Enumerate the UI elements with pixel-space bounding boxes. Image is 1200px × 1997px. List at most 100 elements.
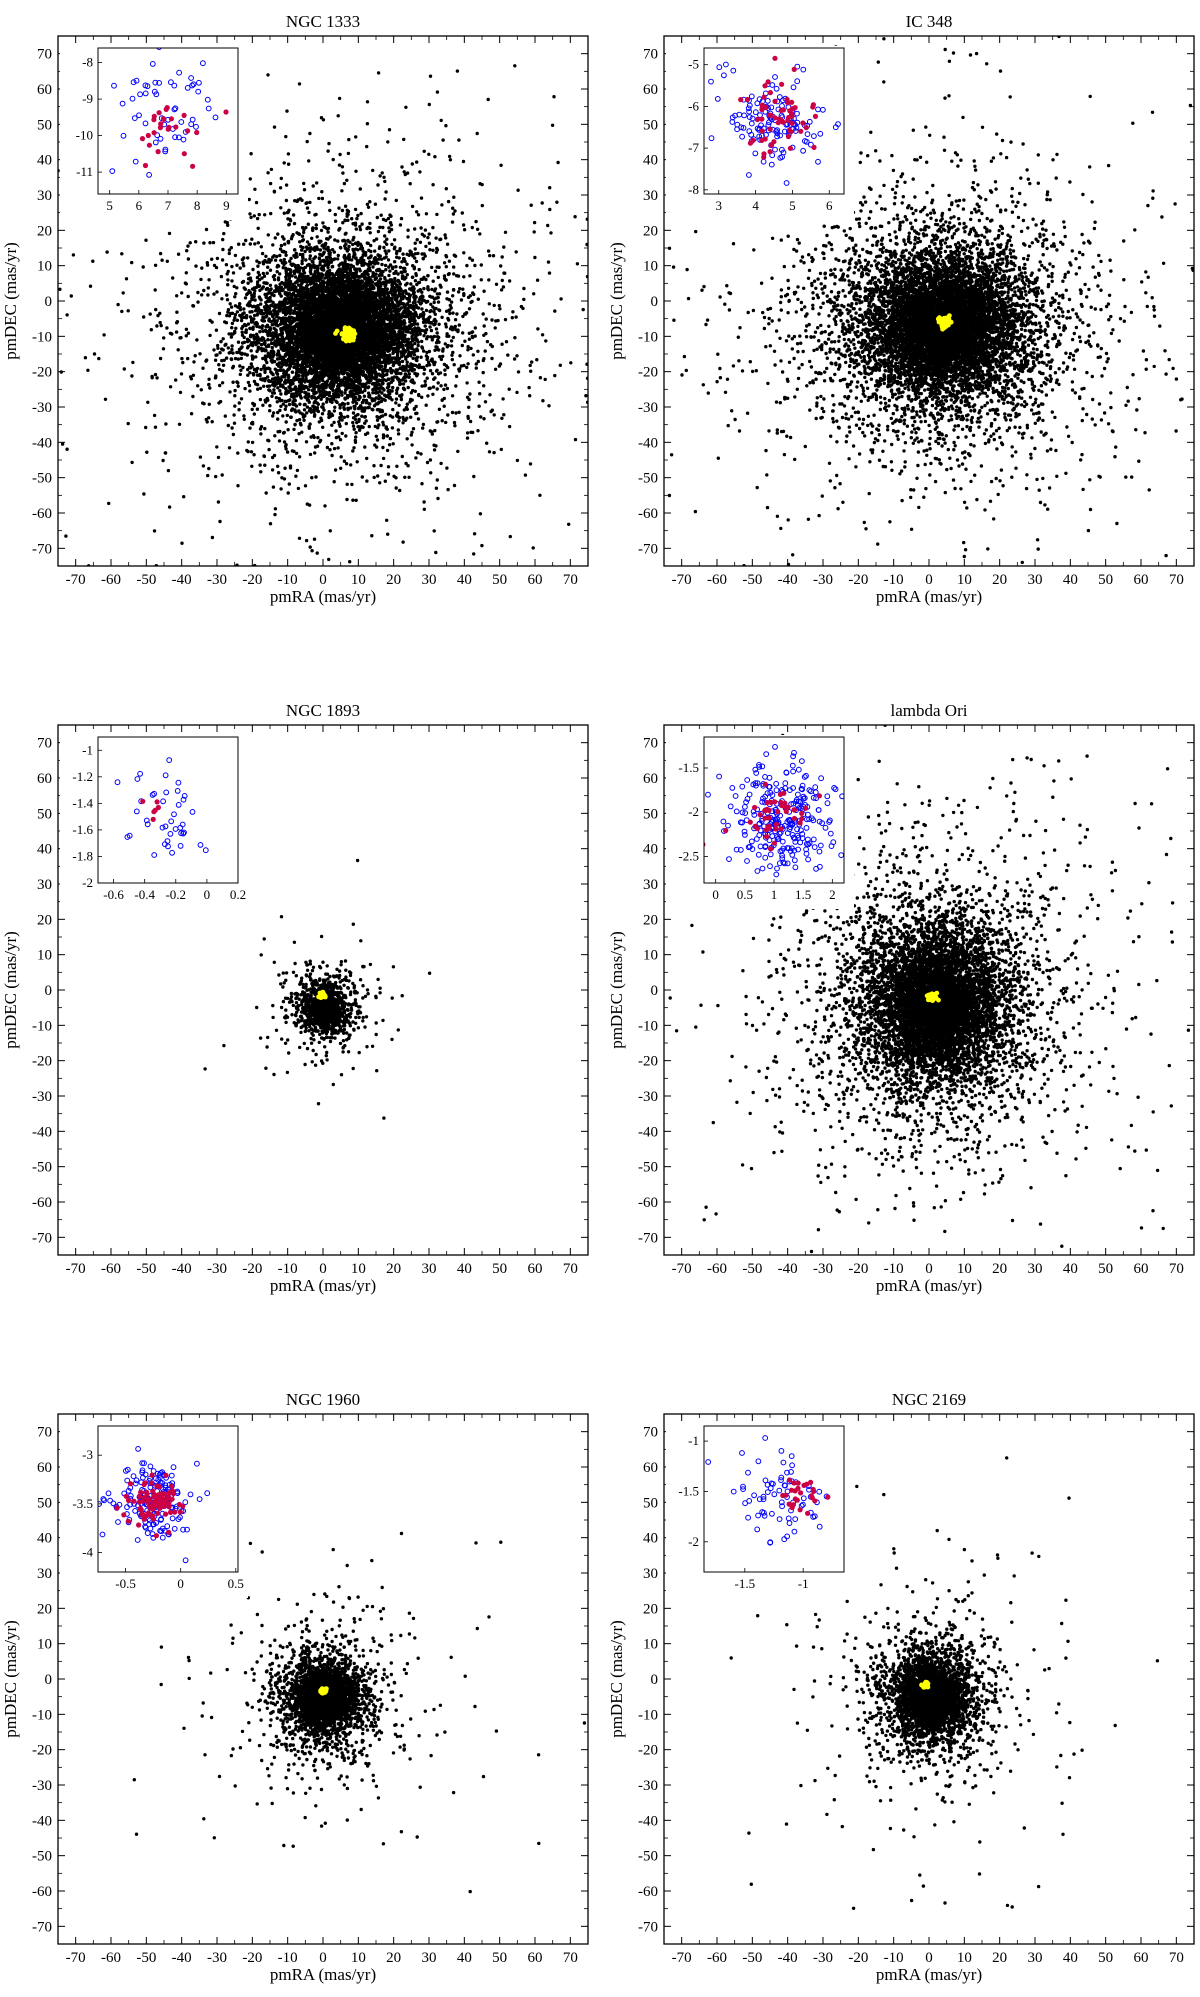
field-star-point xyxy=(294,438,299,443)
field-star-point xyxy=(285,450,290,454)
field-star-point xyxy=(443,233,447,237)
field-star-point xyxy=(383,240,387,244)
field-star-point xyxy=(337,163,342,167)
field-star-point xyxy=(431,183,435,187)
field-star-point xyxy=(486,249,491,253)
field-star-point xyxy=(264,491,268,495)
field-star-point xyxy=(249,450,254,454)
field-star-point xyxy=(244,323,248,328)
field-star-point xyxy=(320,190,324,194)
field-star-point xyxy=(435,90,440,94)
field-star-point xyxy=(410,204,415,209)
field-star-point xyxy=(153,288,157,292)
field-star-point xyxy=(455,312,459,316)
field-star-point xyxy=(275,372,280,376)
field-star-point xyxy=(318,248,323,252)
field-star-point xyxy=(279,487,283,491)
field-star-point xyxy=(194,264,198,268)
field-star-point xyxy=(456,290,461,294)
field-star-point xyxy=(251,267,255,272)
field-star-point xyxy=(230,321,235,326)
field-star-point xyxy=(186,257,191,261)
field-star-point xyxy=(248,371,252,375)
field-star-point xyxy=(393,260,397,264)
field-star-point xyxy=(258,330,262,334)
field-star-point xyxy=(275,270,279,274)
field-star-point xyxy=(261,271,265,276)
field-star-point xyxy=(179,336,183,340)
field-star-point xyxy=(219,274,224,279)
field-star-point xyxy=(269,211,273,216)
field-star-point xyxy=(271,255,275,259)
field-star-point xyxy=(214,474,218,479)
field-star-point xyxy=(356,290,360,294)
field-star-point xyxy=(467,405,471,409)
field-star-point xyxy=(226,278,230,282)
field-star-point xyxy=(258,373,262,378)
field-star-point xyxy=(338,245,343,250)
field-star-point xyxy=(152,413,157,418)
field-star-point xyxy=(433,312,437,316)
field-star-point xyxy=(295,418,299,423)
field-star-point xyxy=(174,330,179,334)
field-star-point xyxy=(376,261,380,265)
field-star-point xyxy=(479,415,483,419)
field-star-point xyxy=(273,236,277,240)
field-star-point xyxy=(368,260,372,264)
field-star-point xyxy=(351,247,355,252)
field-star-point xyxy=(450,353,454,357)
field-star-point xyxy=(418,170,422,174)
field-star-point xyxy=(425,357,429,362)
field-star-point xyxy=(279,243,284,248)
field-star-point xyxy=(229,246,233,250)
field-star-point xyxy=(455,69,460,73)
field-star-point xyxy=(405,437,409,441)
field-star-point xyxy=(389,369,393,374)
field-star-point xyxy=(516,188,520,192)
field-star-point xyxy=(214,265,219,270)
field-star-point xyxy=(532,230,536,234)
field-star-point xyxy=(442,362,447,367)
field-star-point xyxy=(448,303,452,308)
field-star-point xyxy=(351,411,356,415)
field-star-point xyxy=(308,200,312,205)
field-star-point xyxy=(410,430,414,434)
field-star-point xyxy=(102,333,106,337)
field-star-point xyxy=(316,435,320,440)
field-star-point xyxy=(461,287,465,291)
field-star-point xyxy=(270,377,275,381)
field-star-point xyxy=(398,223,403,227)
field-star-point xyxy=(433,428,437,433)
field-star-point xyxy=(384,268,388,272)
field-star-point xyxy=(508,534,512,539)
field-star-point xyxy=(451,212,456,216)
field-star-point xyxy=(381,423,386,427)
field-star-point xyxy=(384,218,388,223)
field-star-point xyxy=(487,302,491,306)
field-star-point xyxy=(287,482,291,486)
field-star-point xyxy=(375,418,380,422)
field-star-point xyxy=(391,363,395,368)
field-star-point xyxy=(431,392,435,396)
field-star-point xyxy=(248,389,252,393)
field-star-point xyxy=(246,322,251,326)
field-star-point xyxy=(393,293,397,297)
field-star-point xyxy=(494,282,499,286)
field-star-point xyxy=(477,404,481,408)
field-star-point xyxy=(292,221,297,226)
field-star-point xyxy=(429,295,433,299)
field-star-point xyxy=(532,220,537,225)
field-star-point xyxy=(71,253,76,257)
field-star-point xyxy=(268,268,273,272)
field-star-point xyxy=(389,214,393,218)
field-star-point xyxy=(442,404,446,408)
field-star-point xyxy=(289,256,293,261)
field-star-point xyxy=(522,297,526,302)
field-star-point xyxy=(284,278,288,282)
field-star-point xyxy=(387,230,392,234)
field-star-point xyxy=(427,241,432,245)
field-star-point xyxy=(476,359,480,364)
field-star-point xyxy=(392,247,397,251)
field-star-point xyxy=(238,266,242,270)
field-star-point xyxy=(262,384,266,388)
